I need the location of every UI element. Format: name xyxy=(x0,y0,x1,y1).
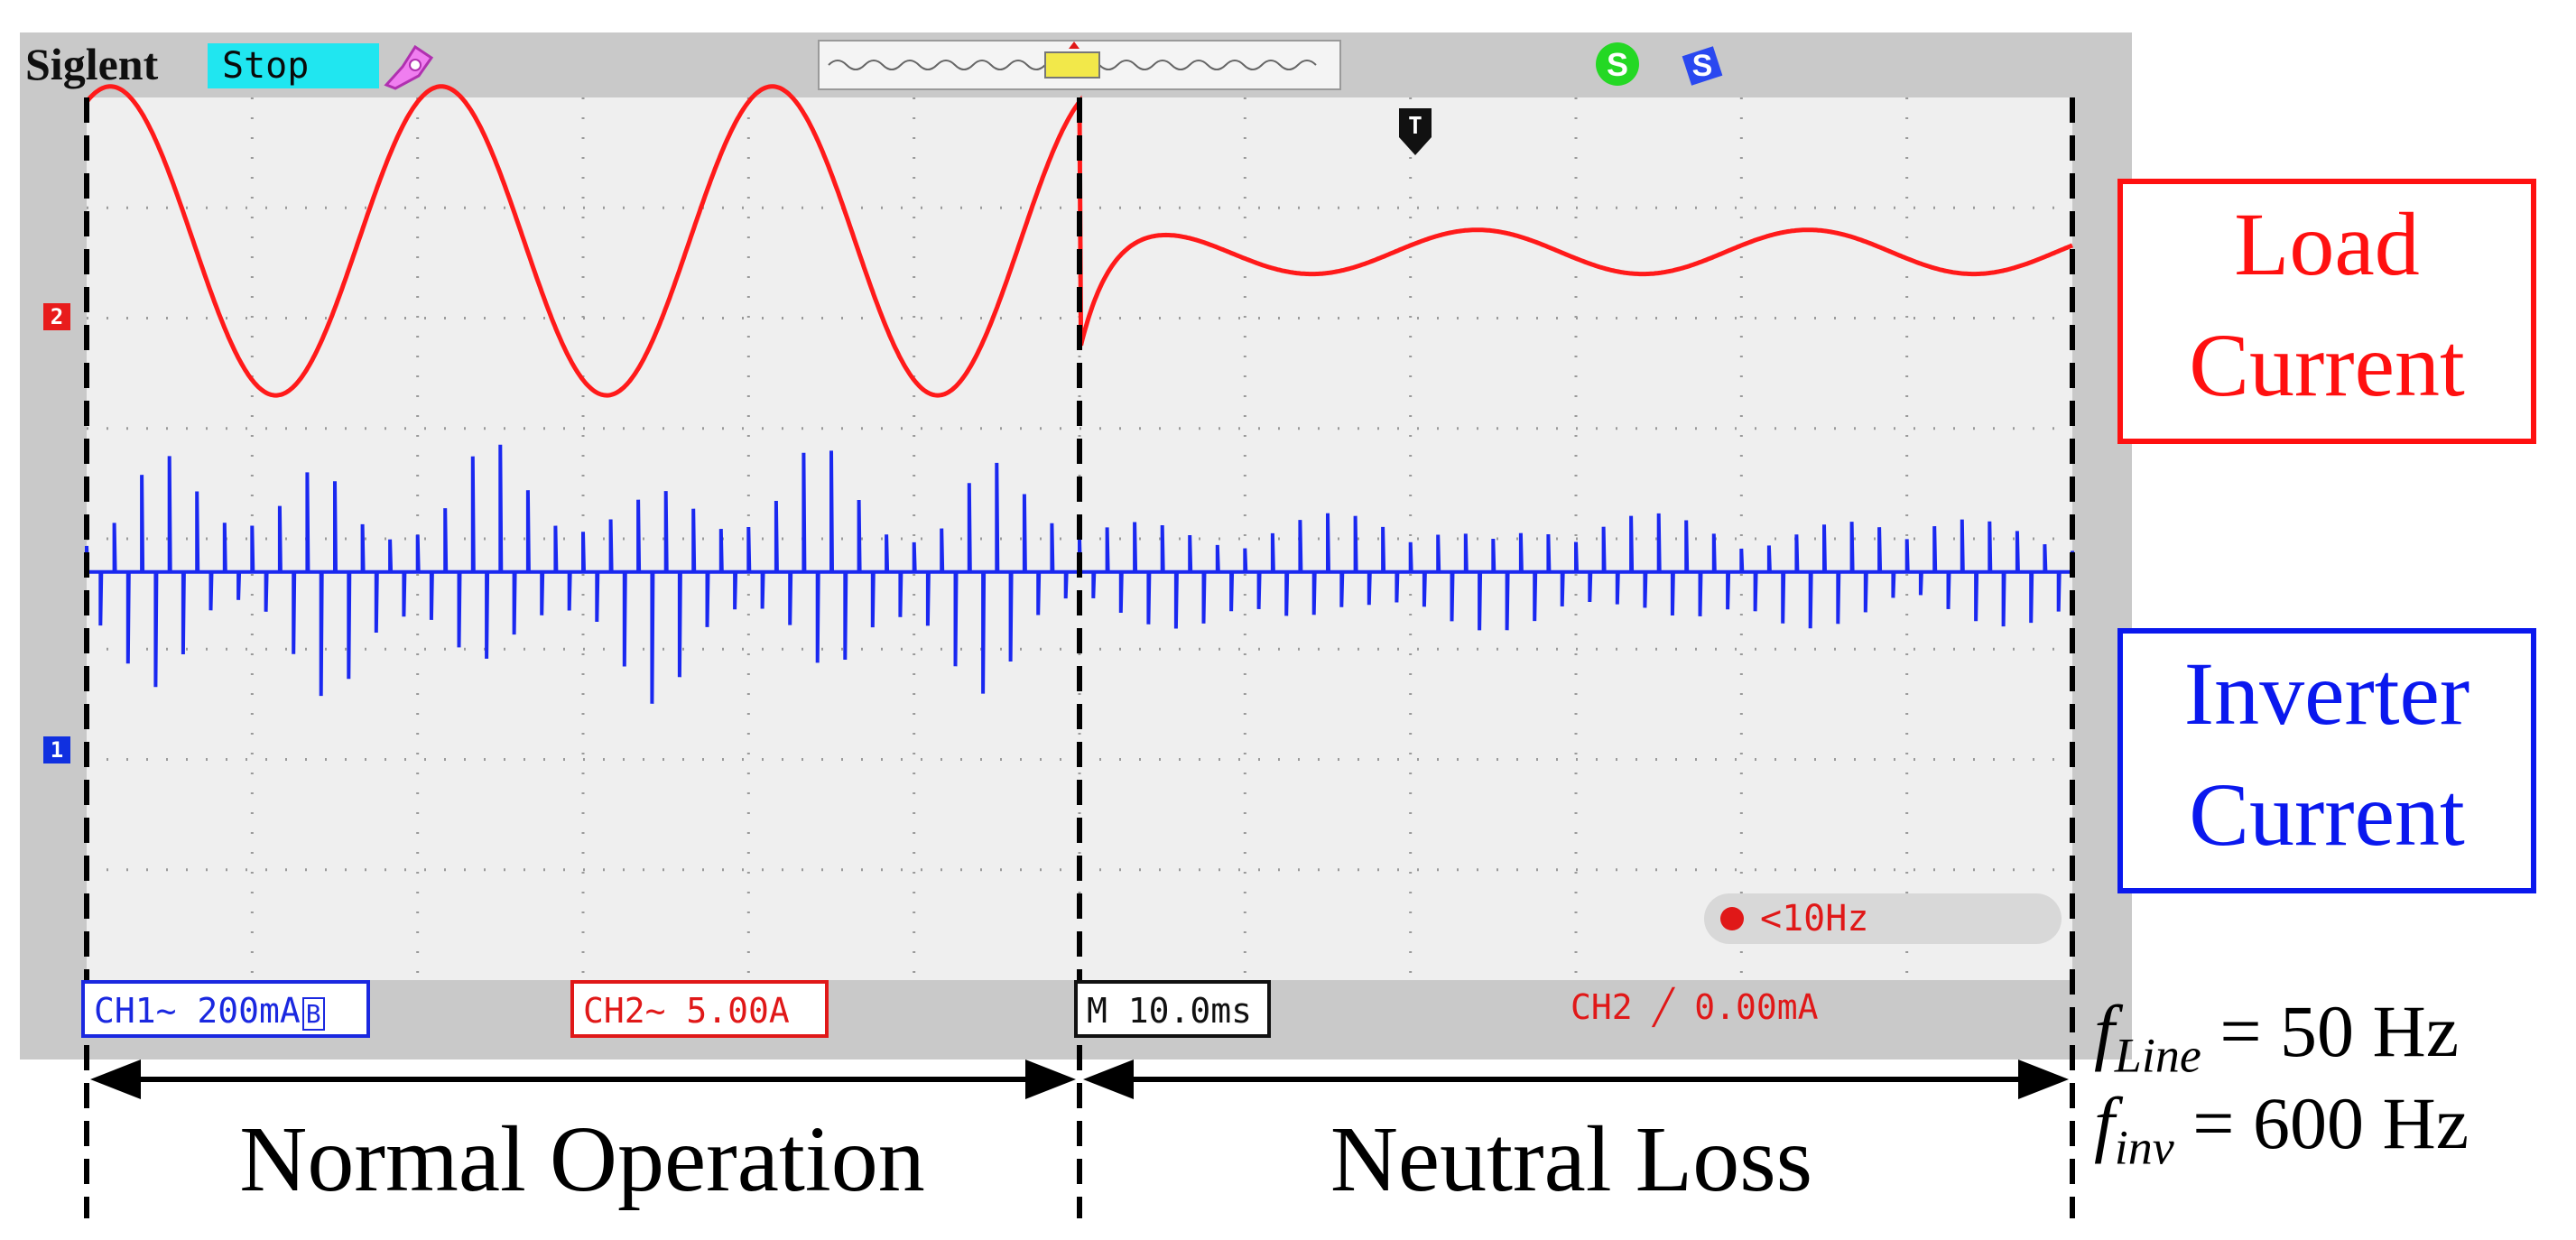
neutral-loss-arrow-head xyxy=(1083,1060,1134,1099)
svg-text:S: S xyxy=(1607,46,1628,83)
f-inv-value: = 600 Hz xyxy=(2192,1082,2469,1164)
load-current-label: Load Current xyxy=(2117,179,2536,444)
ch2-scale-readout[interactable]: CH2~ 5.00A xyxy=(570,980,829,1038)
ch1-scale-text: CH1~ 200mA xyxy=(94,991,301,1031)
line-frequency-note: fLine = 50 Hz xyxy=(2094,989,2459,1083)
inverter-frequency-note: finv = 600 Hz xyxy=(2094,1081,2469,1175)
neutral-loss-arrow-head xyxy=(2018,1060,2069,1099)
memory-position-indicator[interactable] xyxy=(818,40,1341,90)
ch1-level-marker[interactable]: 1 xyxy=(43,736,70,763)
probe-icon xyxy=(379,40,437,92)
normal-operation-arrow-head xyxy=(90,1060,141,1099)
f-inv-subscript: inv xyxy=(2114,1120,2174,1175)
ch2-level-marker[interactable]: 2 xyxy=(43,303,70,330)
bandwidth-limit-flag: B xyxy=(301,997,325,1031)
frequency-counter: <10Hz xyxy=(1704,893,2062,944)
save-icon[interactable]: S xyxy=(1590,36,1645,92)
phase-arrows xyxy=(90,1060,2069,1099)
trigger-position-icon[interactable]: T xyxy=(1397,106,1433,157)
trigger-readout[interactable]: CH2 ╱ 0.00mA xyxy=(1571,987,1819,1027)
counter-channel-icon xyxy=(1720,907,1744,930)
normal-operation-arrow-head xyxy=(1025,1060,1076,1099)
f-line-subscript: Line xyxy=(2114,1028,2201,1083)
ch1-scale-readout[interactable]: CH1~ 200mA B xyxy=(81,980,370,1038)
usb-icon[interactable]: S xyxy=(1675,36,1729,92)
timebase-readout[interactable]: M 10.0ms xyxy=(1074,980,1271,1038)
run-state-badge[interactable]: Stop xyxy=(208,43,379,88)
normal-operation-label: Normal Operation xyxy=(239,1107,925,1211)
f-inv-symbol: f xyxy=(2094,1082,2115,1164)
inverter-current-label: Inverter Current xyxy=(2117,628,2536,893)
svg-text:T: T xyxy=(1408,113,1422,140)
svg-text:S: S xyxy=(1692,49,1713,83)
neutral-loss-label: Neutral Loss xyxy=(1330,1107,1813,1211)
inverter-label-line2: Current xyxy=(2189,764,2465,865)
phase-dividers xyxy=(84,97,2075,1218)
f-line-symbol: f xyxy=(2094,990,2115,1072)
inverter-label-line1: Inverter xyxy=(2183,643,2470,744)
f-line-value: = 50 Hz xyxy=(2219,990,2460,1072)
load-label-line2: Current xyxy=(2189,315,2465,415)
load-label-line1: Load xyxy=(2234,194,2420,294)
brand-logo: Siglent xyxy=(25,39,159,89)
